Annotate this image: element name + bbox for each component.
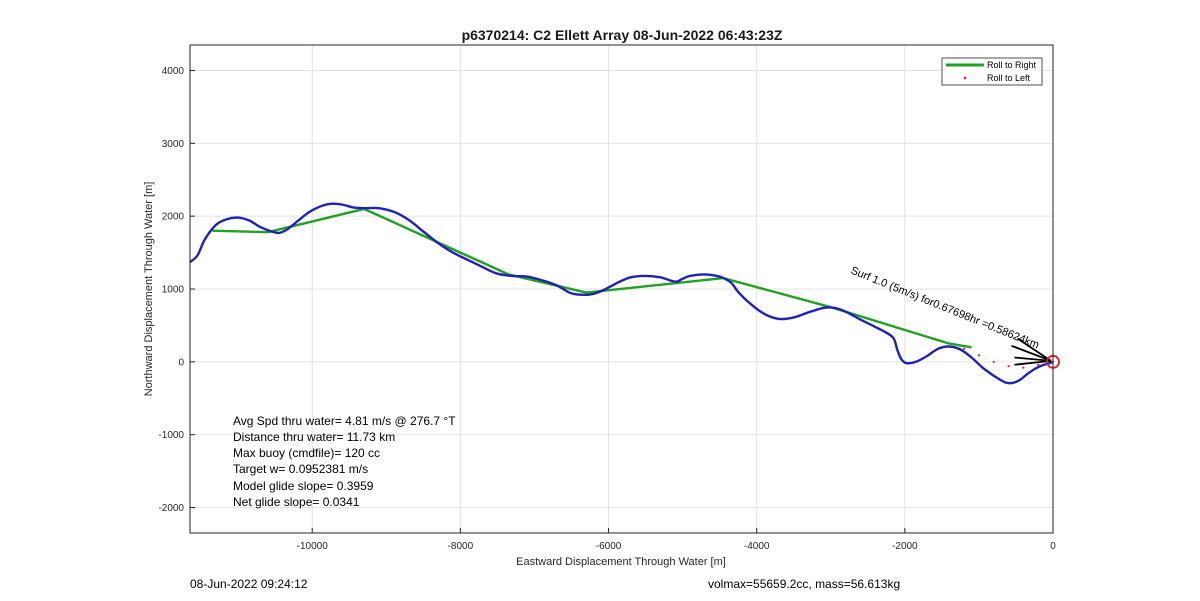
current-arrow: [1014, 359, 1052, 366]
x-tick-label: -6000: [596, 541, 622, 552]
legend-label-roll-right: Roll to Right: [987, 60, 1037, 70]
x-tick-label: -8000: [448, 541, 474, 552]
current-arrow: [1011, 344, 1052, 362]
stat-avg-speed: Avg Spd thru water= 4.81 m/s @ 276.7 °T: [233, 414, 456, 428]
axes-frame: [189, 44, 1054, 534]
y-tick-label: -1000: [158, 430, 184, 441]
legend: Roll to Right Roll to Left: [941, 57, 1043, 86]
y-tick-label: 0: [178, 357, 184, 368]
y-tick-label: -2000: [158, 503, 184, 514]
stat-distance: Distance thru water= 11.73 km: [233, 430, 395, 444]
legend-box: [941, 57, 1043, 86]
roll-left-point: [1037, 363, 1040, 366]
roll-left-point: [977, 354, 981, 357]
footer-timestamp: 08-Jun-2022 09:24:12: [190, 577, 308, 591]
current-arrow: [1016, 337, 1052, 362]
stats-block: Avg Spd thru water= 4.81 m/s @ 276.7 °T …: [233, 414, 456, 509]
series-roll-to-right: [212, 207, 972, 349]
x-tick-label: -2000: [892, 541, 918, 552]
series-track: [189, 202, 1054, 385]
roll-left-point: [1022, 366, 1025, 369]
y-axis-label: Northward Displacement Through Water [m]: [143, 182, 155, 397]
stat-target-w: Target w= 0.0952381 m/s: [233, 462, 368, 476]
roll-left-point: [1007, 365, 1010, 368]
roll-left-point: [963, 347, 966, 350]
y-tick-label: 3000: [162, 139, 185, 150]
stat-max-buoy: Max buoy (cmdfile)= 120 cc: [233, 446, 380, 460]
legend-marker-roll-left: [963, 76, 967, 80]
x-tick-label: 0: [1050, 541, 1056, 552]
x-tick-label: -10000: [297, 541, 329, 552]
x-tick-label: -4000: [744, 541, 770, 552]
stat-net-glide: Net glide slope= 0.0341: [233, 495, 360, 509]
y-tick-label: 4000: [162, 66, 185, 77]
stat-model-glide: Model glide slope= 0.3959: [233, 479, 374, 493]
y-tick-label: 1000: [162, 285, 185, 296]
chart-title: p6370214: C2 Ellett Array 08-Jun-2022 06…: [462, 27, 783, 43]
footer-vol-mass: volmax=55659.2cc, mass=56.613kg: [708, 577, 900, 591]
roll-left-point: [992, 360, 995, 363]
y-tick-label: 2000: [162, 212, 185, 223]
series-layer: [189, 202, 1060, 385]
x-axis-label: Eastward Displacement Through Water [m]: [516, 556, 726, 568]
current-arrow: [1014, 356, 1052, 362]
legend-label-roll-left: Roll to Left: [987, 73, 1031, 83]
tick-labels: -10000 -8000 -6000 -4000 -2000 0-2000-1000010…: [158, 66, 1056, 552]
